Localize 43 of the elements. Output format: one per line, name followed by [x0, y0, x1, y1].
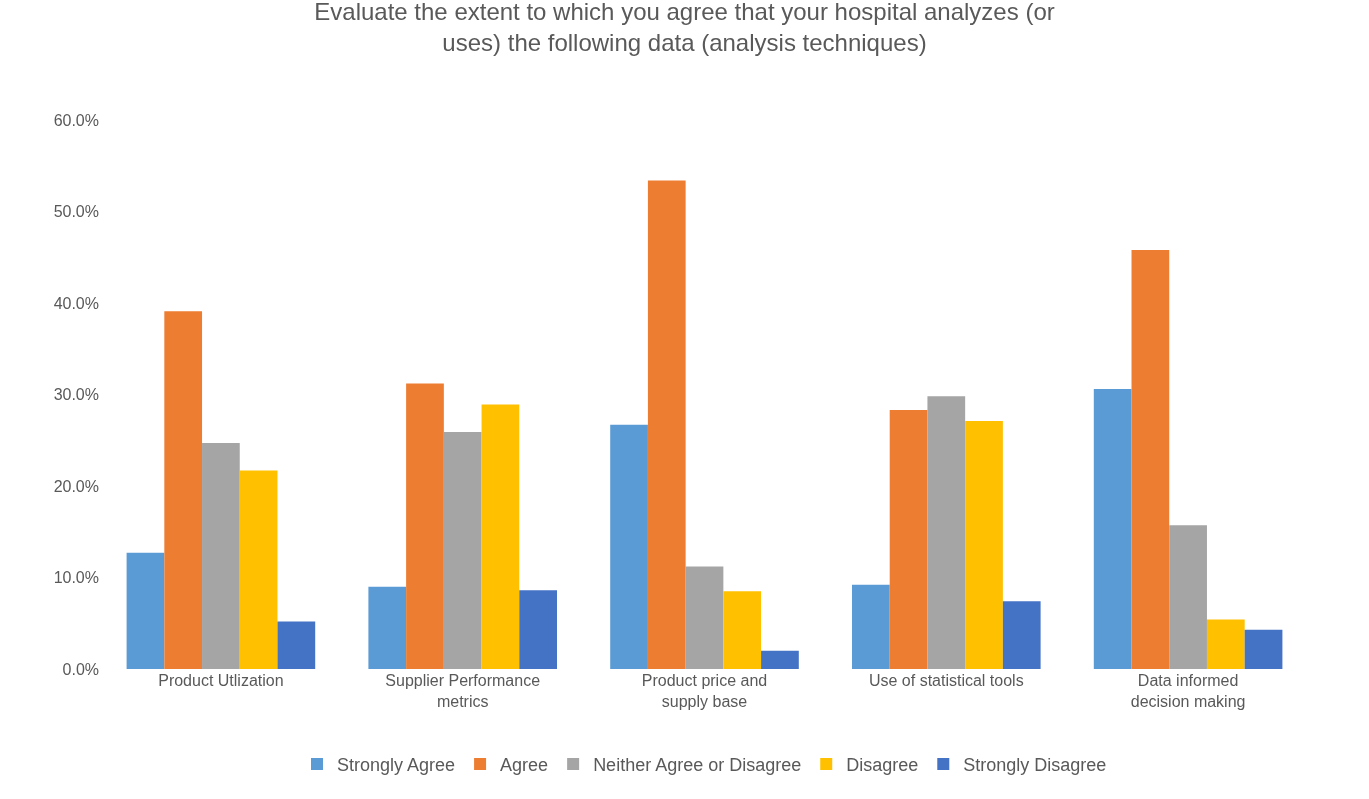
- bar: [647, 180, 686, 669]
- y-tick-label: 10.0%: [53, 569, 99, 587]
- bar: [126, 552, 165, 669]
- x-tick-label: Supplier Performance metrics: [385, 672, 541, 710]
- bar: [1093, 389, 1132, 669]
- x-tick-label: Product price and supply base: [641, 672, 768, 710]
- bar: [889, 410, 928, 669]
- legend-label: Agree: [500, 755, 549, 776]
- y-tick-label: 40.0%: [53, 294, 99, 312]
- bar: [927, 396, 966, 669]
- bar: [1206, 619, 1245, 669]
- x-tick-label: Data informed decision making: [1130, 672, 1246, 710]
- legend-label: Neither Agree or Disagree: [593, 755, 802, 776]
- x-tick-label: Product Utlization: [158, 672, 284, 689]
- x-tick-label: Use of statistical tools: [868, 672, 1024, 689]
- legend-label: Strongly Disagree: [963, 755, 1107, 776]
- bar: [1131, 249, 1170, 669]
- bar: [965, 421, 1003, 669]
- y-tick-label: 0.0%: [62, 660, 99, 678]
- bar: [277, 621, 316, 669]
- y-tick-label: 30.0%: [53, 386, 99, 404]
- chart-title: Evaluate the extent to which you agree that your hospital analyzes (or uses) the following data (analysis techniques): [314, 0, 1055, 57]
- bar: [761, 650, 799, 669]
- bar: [164, 311, 203, 669]
- bar: [481, 404, 520, 669]
- bar: [852, 584, 890, 669]
- legend-label: Strongly Agree: [337, 755, 456, 776]
- bar: [443, 432, 482, 669]
- bar: [1244, 629, 1283, 669]
- bar: [406, 383, 444, 669]
- bar: [368, 586, 407, 669]
- bar: [1169, 525, 1207, 669]
- y-tick-label: 60.0%: [53, 111, 99, 129]
- bar: [519, 590, 557, 669]
- bar: [202, 443, 240, 669]
- bar: [239, 470, 278, 669]
- bar: [723, 591, 762, 669]
- bar: [685, 566, 724, 669]
- y-tick-label: 50.0%: [53, 203, 99, 221]
- legend-label: Disagree: [846, 755, 919, 776]
- bar: [610, 424, 648, 669]
- y-tick-label: 20.0%: [53, 477, 99, 495]
- bar: [1002, 601, 1041, 669]
